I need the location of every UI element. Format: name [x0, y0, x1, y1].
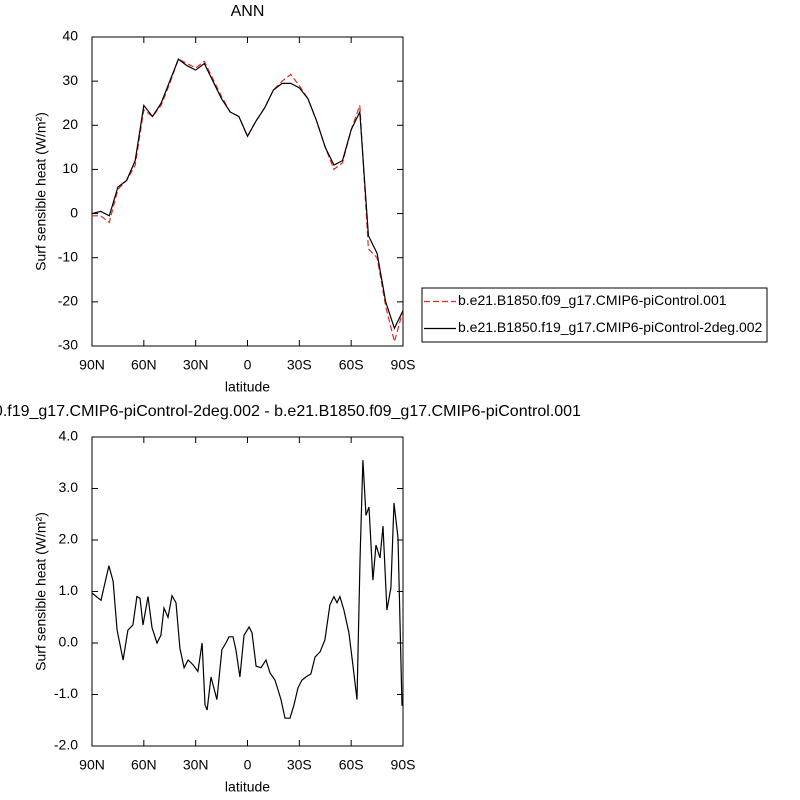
x-tick-label: 0	[244, 757, 252, 773]
y-tick-label: 40	[62, 28, 78, 44]
x-tick-label: 90N	[79, 357, 105, 373]
data-line	[91, 460, 403, 719]
x-tick-label: 90N	[79, 757, 105, 773]
y-axis-label: Surf sensible heat (W/m²)	[33, 512, 49, 671]
y-tick-label: 3.0	[59, 479, 79, 495]
y-tick-label: 10	[62, 160, 78, 176]
legend-label: b.e21.B1850.f19_g17.CMIP6-piControl-2deg…	[458, 319, 763, 335]
y-tick-label: -10	[58, 248, 78, 264]
chart-title: b.e21.B1850.f19_g17.CMIP6-piControl-2deg…	[0, 403, 581, 420]
plot-frame	[91, 436, 404, 747]
data-line	[91, 58, 404, 330]
y-tick-label: 4.0	[59, 428, 79, 444]
x-tick-label: 30S	[287, 757, 312, 773]
y-tick-label: 0.0	[59, 634, 79, 650]
x-tick-label: 30N	[183, 357, 209, 373]
x-tick-label: 60S	[339, 357, 364, 373]
y-tick-label: -1.0	[54, 685, 78, 701]
y-tick-label: 30	[62, 72, 78, 88]
y-tick-label: 20	[62, 116, 78, 132]
legend-label: b.e21.B1850.f09_g17.CMIP6-piControl.001	[458, 292, 727, 308]
x-tick-label: 0	[244, 357, 252, 373]
x-tick-label: 90S	[391, 757, 416, 773]
chart-title: ANN	[231, 3, 265, 20]
legend-box	[421, 287, 768, 343]
x-tick-label: 90S	[391, 357, 416, 373]
x-tick-label: 60N	[131, 357, 157, 373]
x-tick-label: 30N	[183, 757, 209, 773]
plot-frame	[91, 36, 404, 347]
y-tick-label: 2.0	[59, 531, 79, 547]
y-tick-label: 1.0	[59, 582, 79, 598]
y-tick-label: -30	[58, 337, 78, 353]
x-axis-label: latitude	[225, 379, 270, 395]
x-tick-label: 60S	[339, 757, 364, 773]
y-axis-label: Surf sensible heat (W/m²)	[33, 112, 49, 271]
y-tick-label: 0	[70, 204, 78, 220]
x-tick-label: 60N	[131, 757, 157, 773]
y-tick-label: -2.0	[54, 737, 78, 753]
data-line	[92, 58, 404, 344]
y-tick-label: -20	[58, 293, 78, 309]
x-tick-label: 30S	[287, 357, 312, 373]
x-axis-label: latitude	[225, 779, 270, 795]
